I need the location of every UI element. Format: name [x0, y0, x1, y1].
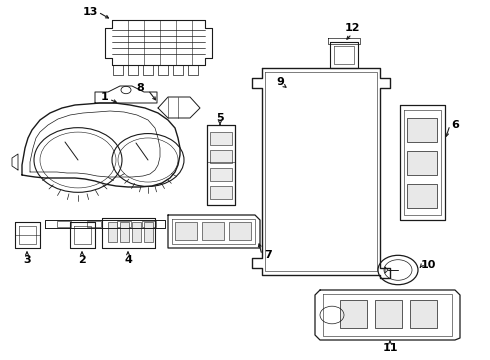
Bar	[210, 150, 232, 163]
Text: 10: 10	[420, 260, 436, 270]
Bar	[120, 222, 129, 242]
Bar	[87, 221, 101, 227]
Bar	[210, 168, 232, 181]
Text: 6: 6	[451, 120, 459, 130]
Bar	[407, 118, 437, 142]
Text: 13: 13	[82, 7, 98, 17]
Bar	[108, 222, 117, 242]
Bar	[407, 184, 437, 208]
Bar	[142, 221, 156, 227]
Bar	[202, 222, 224, 240]
Bar	[57, 221, 71, 227]
Text: 1: 1	[101, 92, 109, 102]
Bar	[175, 222, 197, 240]
Bar	[117, 221, 131, 227]
Text: 9: 9	[276, 77, 284, 87]
Bar	[229, 222, 251, 240]
Text: 7: 7	[264, 250, 272, 260]
Text: 3: 3	[23, 255, 31, 265]
Bar	[340, 300, 367, 328]
Bar	[210, 132, 232, 145]
Text: 5: 5	[216, 113, 224, 123]
Text: 2: 2	[78, 255, 86, 265]
Bar	[210, 186, 232, 199]
Bar	[410, 300, 437, 328]
Bar	[144, 222, 153, 242]
Text: 12: 12	[344, 23, 360, 33]
Bar	[407, 151, 437, 175]
Bar	[132, 222, 141, 242]
Text: 8: 8	[136, 83, 144, 93]
Bar	[375, 300, 402, 328]
Text: 11: 11	[382, 343, 398, 353]
Text: 4: 4	[124, 255, 132, 265]
